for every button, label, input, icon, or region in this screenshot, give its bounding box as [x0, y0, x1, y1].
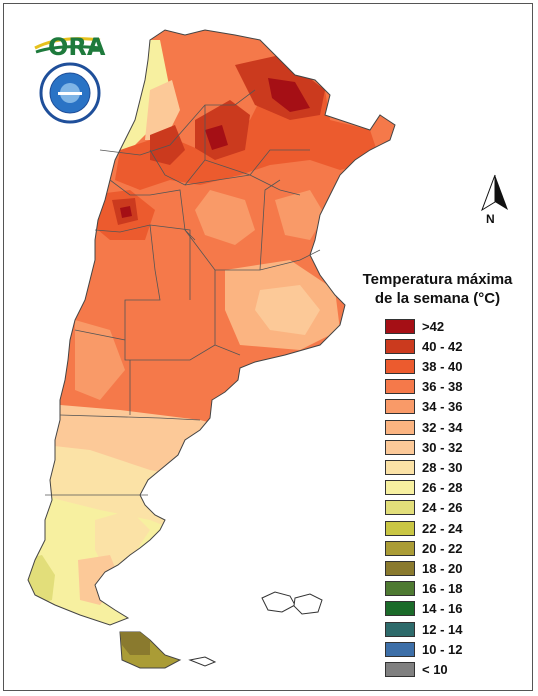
legend-item: 12 - 14 — [385, 621, 462, 637]
legend-label: 10 - 12 — [422, 641, 463, 657]
legend-label: 24 - 26 — [422, 500, 463, 516]
legend-item: 16 - 18 — [385, 581, 462, 597]
legend-label: 22 - 24 — [422, 520, 463, 536]
legend-title: Temperatura máxima de la semana (°C) — [340, 270, 535, 308]
legend-swatch — [385, 621, 415, 637]
band-30-32-baires — [255, 285, 320, 335]
north-arrow-icon — [481, 174, 508, 212]
legend-swatch — [385, 500, 415, 516]
legend-item: 18 - 20 — [385, 560, 462, 576]
legend-swatch — [385, 520, 415, 536]
band-over-42-b — [268, 78, 310, 112]
legend-label: 14 - 16 — [422, 601, 463, 617]
legend-item: 34 - 36 — [385, 399, 462, 415]
legend-item: 40 - 42 — [385, 338, 462, 354]
legend-item: 20 - 22 — [385, 540, 462, 556]
legend-item: 38 - 40 — [385, 358, 462, 374]
legend-item: 30 - 32 — [385, 439, 462, 455]
legend-item: 28 - 30 — [385, 459, 462, 475]
legend-item: 32 - 34 — [385, 419, 462, 435]
smn-seal — [39, 62, 101, 124]
tierra-del-fuego-band — [120, 632, 150, 655]
legend-swatch — [385, 338, 415, 354]
legend-item: >42 — [385, 318, 444, 334]
ora-logo-text: ORA — [48, 33, 106, 61]
legend-swatch — [385, 560, 415, 576]
legend-swatch — [385, 459, 415, 475]
legend-swatch — [385, 661, 415, 677]
band-40-42-a — [150, 125, 185, 165]
legend-item: 22 - 24 — [385, 520, 462, 536]
north-arrow-label: N — [486, 212, 495, 226]
malvinas-islands — [188, 591, 323, 667]
legend-item: 36 - 38 — [385, 379, 462, 395]
legend-item: 24 - 26 — [385, 500, 462, 516]
band-34-36-east — [275, 190, 325, 240]
legend-item: 10 - 12 — [385, 641, 462, 657]
legend-label: >42 — [422, 318, 445, 334]
legend-label: 20 - 22 — [422, 540, 463, 556]
legend-title-line2: de la semana (°C) — [374, 290, 501, 307]
legend-label: 40 - 42 — [422, 338, 463, 354]
legend-swatch — [385, 439, 415, 455]
band-over-42-c — [120, 206, 132, 218]
legend-swatch — [385, 581, 415, 597]
legend-swatch — [385, 358, 415, 374]
legend-item: 26 - 28 — [385, 480, 462, 496]
band-over-42-a — [205, 125, 228, 150]
legend-swatch — [385, 601, 415, 617]
ora-logo: ORA — [34, 33, 106, 61]
legend-label: 34 - 36 — [422, 399, 463, 415]
band-34-36-center — [195, 190, 255, 245]
legend-title-line1: Temperatura máxima — [362, 271, 513, 288]
province-boundaries — [27, 29, 396, 626]
band-28-30-east — [95, 510, 150, 570]
legend-swatch — [385, 540, 415, 556]
ora-logo-sun-arc — [34, 37, 101, 50]
legend-swatch — [385, 399, 415, 415]
legend-label: 38 - 40 — [422, 358, 463, 374]
legend-label: 28 - 30 — [422, 459, 463, 475]
legend-label: 12 - 14 — [422, 621, 463, 637]
legend-label: 26 - 28 — [422, 480, 463, 496]
legend-swatch — [385, 318, 415, 334]
legend-item: < 10 — [385, 661, 448, 677]
ora-logo-leaf-arc — [35, 45, 101, 54]
legend-swatch — [385, 379, 415, 395]
legend-item: 14 - 16 — [385, 601, 462, 617]
legend-label: 36 - 38 — [422, 379, 463, 395]
legend-label: 30 - 32 — [422, 439, 463, 455]
legend-swatch — [385, 641, 415, 657]
legend-swatch — [385, 480, 415, 496]
legend-label: < 10 — [422, 661, 448, 677]
legend-label: 18 - 20 — [422, 560, 463, 576]
band-30-32-north-andes — [145, 80, 180, 140]
legend-swatch — [385, 419, 415, 435]
legend-label: 32 - 34 — [422, 419, 463, 435]
legend-label: 16 - 18 — [422, 581, 463, 597]
band-34-36-west — [75, 320, 125, 400]
